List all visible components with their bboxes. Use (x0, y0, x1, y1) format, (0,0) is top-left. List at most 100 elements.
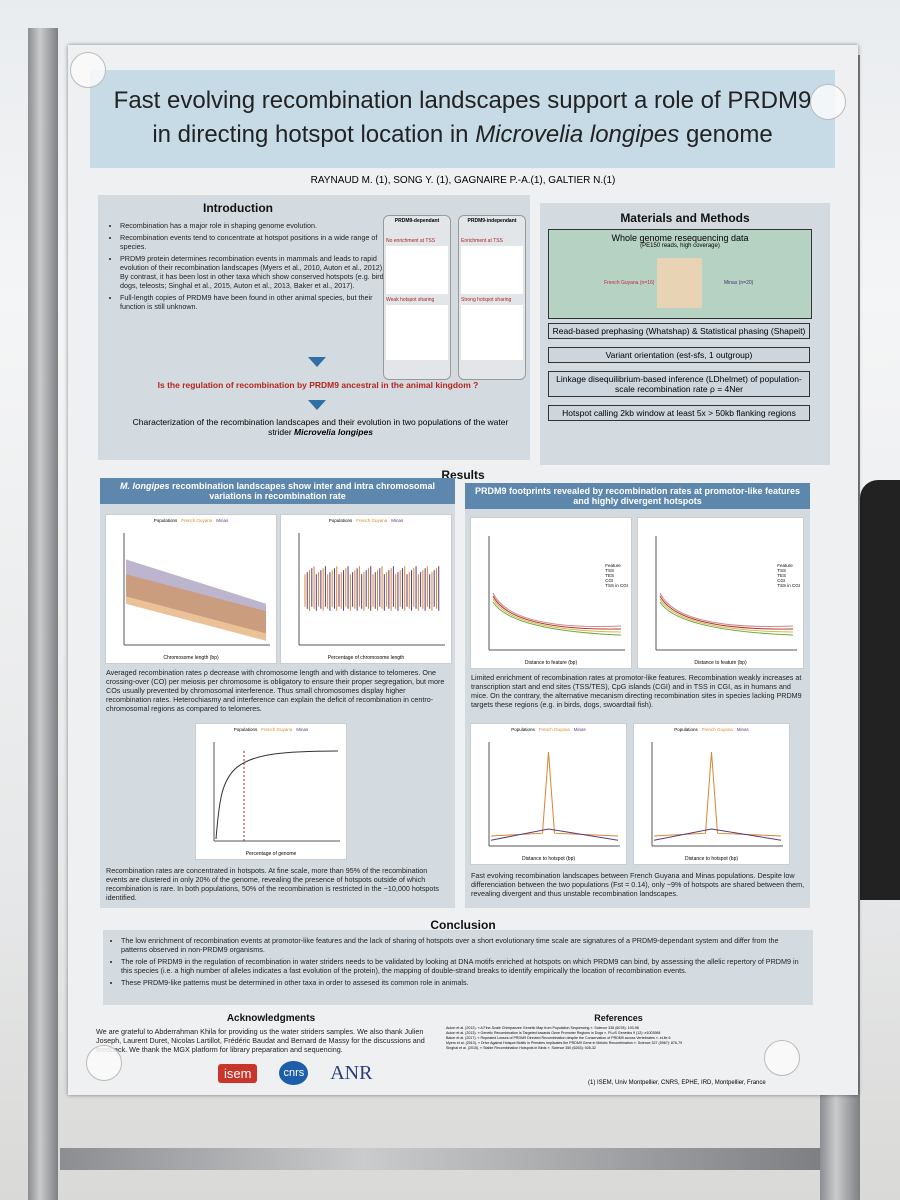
question: Is the regulation of recombination by PR… (157, 380, 479, 390)
intro-panel: PRDM9-independant Enrichment at TSS Strong… (458, 215, 526, 380)
x-axis-label: Chromosome length (bp) (163, 655, 219, 661)
intro-box: Introduction Recombination has a major r… (98, 195, 530, 460)
panel-plot (386, 305, 448, 360)
panel-plot (461, 246, 523, 294)
logo: cnrs (279, 1061, 309, 1085)
title: Fast evolving recombination landscapes s… (90, 84, 835, 152)
caption: Fast evolving recombination landscapes b… (471, 871, 805, 898)
curve (659, 601, 794, 636)
curve (492, 601, 622, 636)
legend-title: Populations (674, 727, 698, 732)
logos: isem cnrs ANR (218, 1055, 518, 1091)
legend-title: Populations (233, 727, 258, 732)
curve (215, 750, 339, 840)
caption: Limited enrichment of recombination rate… (471, 673, 802, 709)
pin (86, 1045, 122, 1081)
conclusion-list: The low enrichment of recombination even… (103, 936, 813, 987)
curve (490, 828, 619, 841)
bullet: PRDM9 protein determines recombination e… (120, 254, 390, 290)
panel-plot (386, 246, 448, 294)
plot: Percentage of genome Populations French Gu… (195, 723, 347, 860)
affiliation: (1) ISEM, Univ Montpellier, CNRS, EPHE, … (588, 1080, 766, 1086)
legend-entry: French Guyana (181, 518, 213, 523)
legend: Feature TSS TES CGI TSS in CGI (605, 563, 628, 588)
conclusion-box: The low enrichment of recombination even… (103, 930, 813, 1005)
section-heading: Introduction (203, 201, 273, 215)
acknowledgments: Acknowledgments We are grateful to Abder… (96, 1013, 446, 1054)
logo: isem (218, 1063, 258, 1083)
plot: Percentage of chromosome length Populatio… (280, 514, 452, 664)
arrow (308, 400, 326, 410)
results-right: PRDM9 footprints revealed by recombinati… (465, 483, 810, 908)
legend-entry: Minas (391, 518, 404, 523)
title-banner: Fast evolving recombination landscapes s… (90, 70, 835, 168)
bullet: The low enrichment of recombination even… (121, 936, 805, 954)
panel-title: PRDM9-dependant (394, 218, 440, 224)
intro-panel: PRDM9-dependant No enrichment at TSS Weak … (383, 215, 451, 380)
stand-pole (28, 28, 58, 1200)
title-line: Fast evolving recombination landscapes s… (113, 87, 812, 114)
plot: Distance to hotspot (bp) Populations Frenc… (633, 723, 790, 865)
reference: Auton et al. (2012). « A Fine-Scale Chim… (446, 1026, 639, 1030)
results-title: PRDM9 footprints revealed by recombinati… (465, 483, 810, 509)
legend-entry: CGI (605, 578, 614, 583)
section-heading: Conclusion (430, 918, 496, 932)
bullet: The role of PRDM9 in the regulation of r… (121, 957, 805, 975)
caption: Averaged recombination rates ρ decrease … (106, 668, 445, 713)
person (860, 480, 900, 900)
map (657, 258, 702, 308)
panel-plot (461, 305, 523, 360)
panel-label: Enrichment at TSS (461, 238, 503, 244)
method-step: Linkage disequilibrium-based inference (… (548, 371, 810, 397)
data-box: Whole genome resequencing data (PE150 re… (548, 229, 812, 319)
title-text: in directing hotspot location in (152, 121, 476, 148)
legend-title: Populations (328, 518, 353, 523)
plot: Chromosome length (bp) Populations French … (105, 514, 277, 664)
legend: Feature TSS TES CGI TSS in CGI (777, 563, 800, 588)
legend-title: Populations (511, 727, 535, 732)
pin (70, 52, 106, 88)
bullet: Recombination has a major role in shapin… (120, 221, 390, 230)
legend-entry: TSS in CGI (605, 583, 628, 588)
legend: Populations French Guyana Minas (196, 727, 346, 732)
results-left: M. longipes recombination landscapes sho… (100, 478, 455, 908)
plot-art (651, 742, 783, 847)
bullet: Recombination events tend to concentrate… (120, 233, 390, 251)
aim: Characterization of the recombination la… (128, 417, 513, 437)
curve (492, 595, 622, 630)
reference: Baker et al. (2017). « Repeated Losses o… (446, 1036, 671, 1040)
methods-box: Materials and Methods Whole genome reseq… (540, 203, 830, 465)
legend: Populations French Guyana Minas (281, 518, 451, 523)
logo: ANR (330, 1061, 373, 1084)
legend-entry: French Guyana (701, 727, 733, 732)
legend-entry: Minas (573, 727, 586, 732)
curve (653, 828, 782, 841)
data-sub: (PE150 reads, high coverage) (640, 243, 720, 249)
results-title: M. longipes recombination landscapes sho… (100, 478, 455, 504)
caption: Recombination rates are concentrated in … (106, 866, 440, 902)
plot: Distance to feature (bp) Feature TSS TES CGI… (637, 517, 804, 669)
legend-entry: Minas (216, 518, 229, 523)
legend-entry: TSS in CGI (777, 583, 800, 588)
method-step: Read-based prephasing (Whatshap) & Stati… (548, 323, 810, 339)
x-axis-label: Distance to feature (bp) (524, 660, 578, 666)
legend-entry: French Guyana (538, 727, 570, 732)
curve (659, 595, 794, 630)
references: References Auton et al. (2012). « A Fine… (446, 1013, 791, 1051)
section-heading: Acknowledgments (226, 1013, 316, 1024)
title-species: M. longipes (119, 481, 170, 491)
pin (764, 1040, 800, 1076)
bullet: These PRDM9-like patterns must be determ… (121, 978, 805, 987)
reference: Myers et al. (2010). « Drive Against Hot… (446, 1041, 683, 1045)
plot-art (298, 533, 445, 646)
reference: Auton et al. (2013). « Genetic Recombina… (446, 1031, 661, 1035)
title-line: in directing hotspot location in Microve… (90, 118, 835, 152)
curve (659, 598, 794, 633)
legend-entry: French Guyana (356, 518, 388, 523)
curve (492, 592, 622, 627)
methods-steps: Read-based prephasing (Whatshap) & Stati… (548, 323, 810, 429)
section-heading: References (594, 1013, 643, 1023)
arrow (308, 357, 326, 367)
intro-panels: PRDM9-dependant No enrichment at TSS Weak … (383, 215, 528, 380)
